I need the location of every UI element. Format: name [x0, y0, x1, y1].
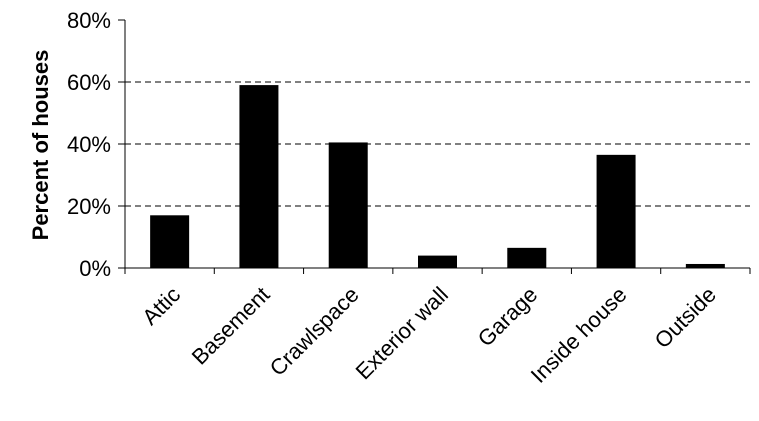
y-axis-ticks: 0% 20% 40% 60% 80% [67, 8, 125, 281]
bar-outside [685, 263, 725, 268]
x-tick-label: Basement [187, 282, 275, 370]
y-tick-label: 80% [67, 8, 111, 33]
y-tick-label: 40% [67, 132, 111, 157]
x-tick-label: Attic [137, 282, 185, 330]
bar-crawlspace [328, 142, 368, 268]
y-tick-label: 0% [79, 256, 111, 281]
x-tick-label: Garage [473, 282, 543, 352]
bars [150, 85, 725, 268]
y-tick-label: 20% [67, 194, 111, 219]
x-tick-label: Crawlspace [265, 282, 364, 381]
bar-attic [150, 215, 190, 268]
x-tick-label: Inside house [526, 282, 632, 388]
y-tick-label: 60% [67, 70, 111, 95]
x-tick-label: Exterior wall [351, 282, 453, 384]
bar-inside-house [596, 154, 636, 268]
bar-exterior-wall [418, 255, 457, 268]
bar-garage [507, 247, 547, 268]
x-tick-label: Outside [650, 282, 721, 353]
axes [124, 20, 751, 274]
y-axis-title: Percent of houses [28, 50, 53, 241]
gridlines [125, 81, 750, 207]
bar-basement [239, 85, 279, 268]
